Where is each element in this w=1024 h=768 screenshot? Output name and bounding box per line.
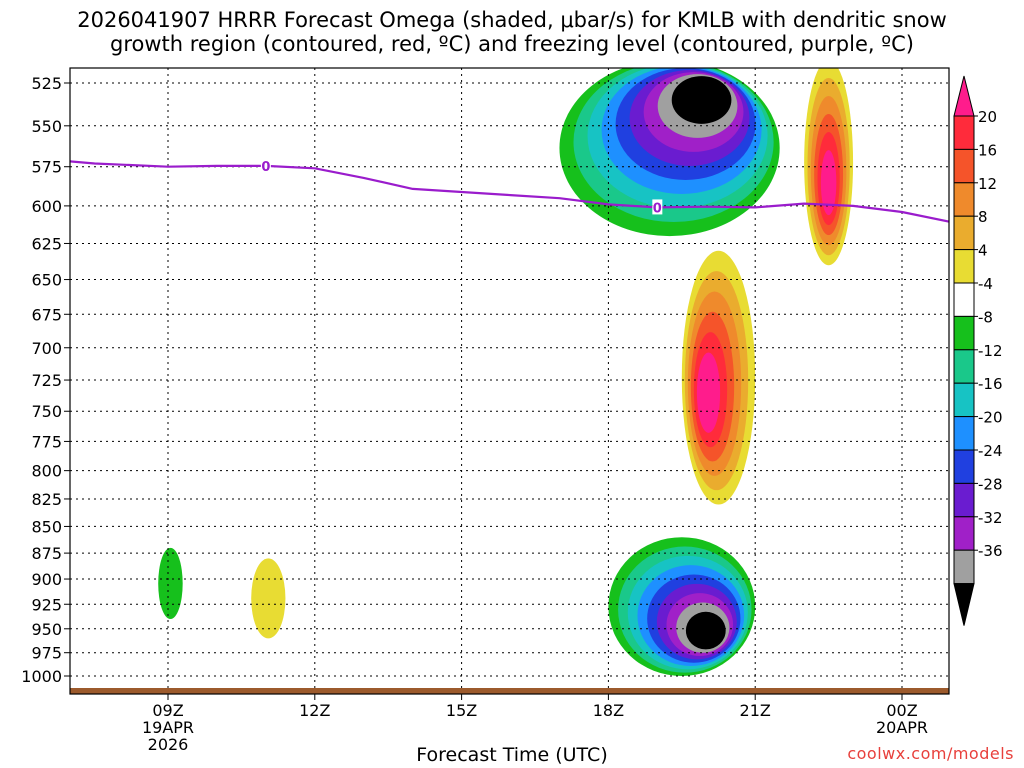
y-tick-label-775: 775 <box>31 432 62 451</box>
colorbar-segment-3 <box>953 215 975 251</box>
colorbar-label-6: -8 <box>978 308 993 326</box>
rising-upper-band-level-8 <box>671 76 732 124</box>
freezing-level-label: 0 <box>653 201 662 216</box>
freezing-level-label: 0 <box>261 160 270 175</box>
colorbar: 20 16 12 8 4 -4 -8 -12 -16 -20 -24 -28 -32 -36 <box>953 75 1003 626</box>
freezing-label-bg <box>260 157 271 173</box>
y-tick-label-875: 875 <box>31 544 62 563</box>
y-tick-label-1000: 1000 <box>21 667 62 686</box>
x-tick-label-21Z: 21Z <box>740 701 771 720</box>
y-axis: 525 550 575 600 625 650 675 700 725 750 775 800 825 8… <box>21 74 70 686</box>
colorbar-label-4: 4 <box>978 242 988 260</box>
y-tick-label-800: 800 <box>31 462 62 481</box>
y-tick-label-725: 725 <box>31 371 62 390</box>
x-tick-label-12Z: 12Z <box>299 701 330 720</box>
colorbar-label-10: -24 <box>978 442 1003 460</box>
x-tick-label-09Z: 09Z <box>152 701 183 720</box>
sinking-cell-11z-level-0 <box>251 558 286 639</box>
colorbar-segment-1 <box>953 148 975 184</box>
colorbar-bottom-arrow <box>953 583 975 626</box>
colorbar-segment-9 <box>953 416 975 451</box>
y-tick-label-600: 600 <box>31 197 62 216</box>
y-tick-label-925: 925 <box>31 595 62 614</box>
colorbar-label-9: -20 <box>978 409 1003 427</box>
y-tick-label-825: 825 <box>31 490 62 509</box>
y-tick-label-675: 675 <box>31 305 62 324</box>
colorbar-segment-13 <box>953 549 975 585</box>
colorbar-label-5: -4 <box>978 275 993 293</box>
x-tick-date-09Z: 19APR <box>142 718 194 737</box>
colorbar-label-7: -12 <box>978 342 1003 360</box>
colorbar-segment-2 <box>953 182 975 217</box>
y-tick-label-550: 550 <box>31 117 62 136</box>
x-tick-label-18Z: 18Z <box>593 701 624 720</box>
y-tick-label-950: 950 <box>31 620 62 639</box>
x-axis-title: Forecast Time (UTC) <box>416 744 608 766</box>
colorbar-label-8: -16 <box>978 375 1003 393</box>
colorbar-segment-12 <box>953 516 975 551</box>
rising-cell-09z-level-0 <box>158 547 183 620</box>
colorbar-segment-6 <box>953 315 975 351</box>
freezing-level-line <box>70 160 949 223</box>
freezing-label-bg <box>652 199 663 215</box>
colorbar-label-13: -36 <box>978 542 1003 560</box>
colorbar-label-2: 12 <box>978 175 997 193</box>
colorbar-segment-10 <box>953 449 975 484</box>
y-tick-label-975: 975 <box>31 644 62 663</box>
colorbar-segment-7 <box>953 349 975 384</box>
x-tick-label-15Z: 15Z <box>446 701 477 720</box>
colorbar-segment-0 <box>953 115 975 150</box>
colorbar-label-12: -32 <box>978 509 1003 527</box>
colorbar-label-1: 16 <box>978 141 997 159</box>
chart-title-line-2: growth region (contoured, red, ºC) and f… <box>110 32 914 56</box>
plot-frame <box>69 67 950 695</box>
y-tick-label-525: 525 <box>31 74 62 93</box>
colorbar-segment-8 <box>953 382 975 418</box>
x-tick-label-00Z: 00Z <box>886 701 917 720</box>
colorbar-label-0: 20 <box>978 108 997 126</box>
y-tick-label-850: 850 <box>31 517 62 536</box>
y-tick-label-575: 575 <box>31 158 62 177</box>
grid <box>70 68 949 694</box>
colorbar-segment-11 <box>953 482 975 518</box>
omega-shading <box>158 68 854 676</box>
y-tick-label-650: 650 <box>31 271 62 290</box>
ground-surface-bar <box>70 688 949 694</box>
rising-core-low-level-8 <box>685 611 726 650</box>
y-tick-label-900: 900 <box>31 570 62 589</box>
sinking-core-mid-level-5 <box>696 352 721 433</box>
colorbar-segment-4 <box>953 249 975 284</box>
colorbar-label-11: -28 <box>978 475 1003 493</box>
freezing-level-contour: 00 <box>70 157 949 223</box>
y-tick-label-625: 625 <box>31 234 62 253</box>
chart-title-line-1: 2026041907 HRRR Forecast Omega (shaded, … <box>77 8 947 32</box>
colorbar-label-3: 8 <box>978 208 988 226</box>
x-tick-date-00Z: 20APR <box>876 718 928 737</box>
y-tick-label-700: 700 <box>31 339 62 358</box>
colorbar-segment-5 <box>953 282 975 317</box>
y-tick-label-750: 750 <box>31 402 62 421</box>
colorbar-top-arrow <box>953 75 975 117</box>
credit-text: coolwx.com/models <box>847 744 1014 763</box>
x-tick-year-09Z: 2026 <box>148 735 189 754</box>
